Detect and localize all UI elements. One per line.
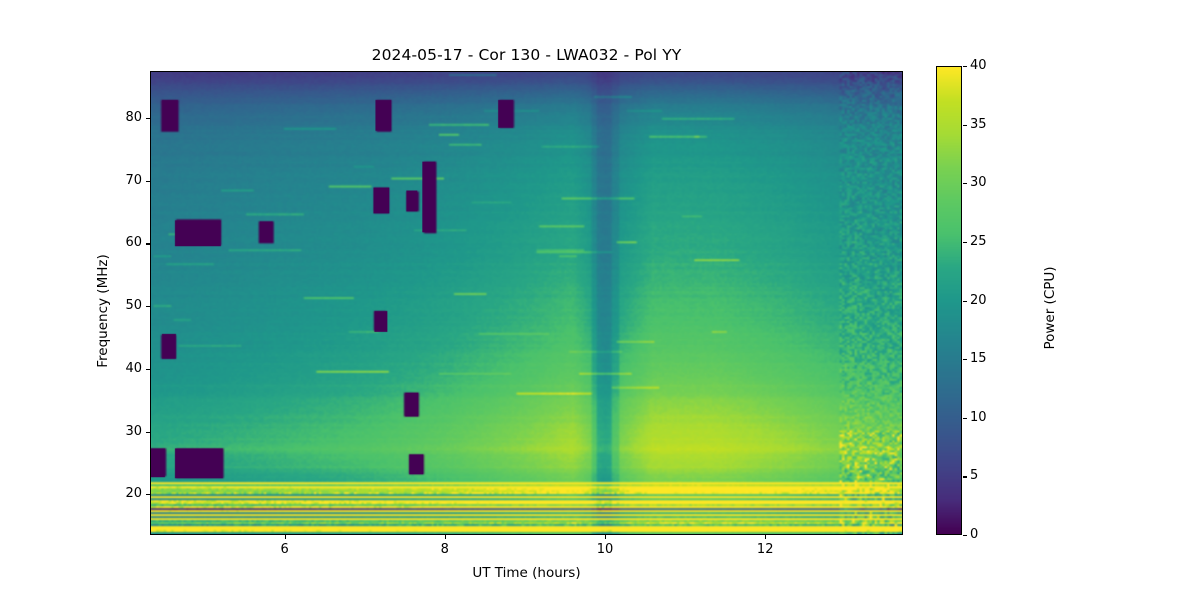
waterfall-heatmap	[151, 72, 902, 534]
colorbar-tick-label: 0	[970, 527, 979, 542]
y-tick-mark	[146, 431, 150, 433]
y-tick-mark	[146, 243, 150, 245]
y-tick-mark	[146, 306, 150, 308]
x-tick-label: 6	[280, 542, 289, 557]
colorbar-tick-label: 10	[970, 409, 987, 425]
colorbar-tick-mark	[963, 359, 967, 361]
colorbar-gradient	[937, 67, 961, 534]
colorbar-tick-label: 35	[970, 116, 987, 132]
waterfall-image	[151, 72, 902, 534]
x-tick-label: 8	[440, 542, 449, 557]
y-tick-label: 60	[125, 235, 142, 251]
x-tick-mark	[765, 535, 767, 539]
colorbar-tick-mark	[963, 535, 967, 537]
colorbar-tick-mark	[963, 300, 967, 302]
y-tick-mark	[146, 494, 150, 496]
colorbar-tick-mark	[963, 476, 967, 478]
colorbar-tick-label: 40	[970, 58, 987, 73]
colorbar-tick-label: 30	[970, 175, 987, 191]
x-tick-mark	[284, 535, 286, 539]
x-tick-label: 12	[756, 542, 774, 557]
y-tick-label: 50	[125, 298, 142, 314]
colorbar-tick-mark	[963, 241, 967, 244]
page-title: 2024-05-17 - Cor 130 - LWA032 - Pol YY	[371, 46, 682, 64]
colorbar-tick-label: 5	[970, 468, 979, 484]
y-tick-mark	[146, 180, 150, 182]
colorbar-label: Power (CPU)	[1042, 266, 1058, 350]
colorbar-tick-label: 25	[970, 233, 987, 249]
colorbar-tick-mark	[963, 183, 967, 185]
x-tick-label: 10	[596, 542, 614, 557]
y-tick-label: 20	[125, 486, 142, 502]
y-tick-mark	[146, 368, 150, 371]
y-tick-label: 70	[125, 172, 142, 188]
x-tick-mark	[605, 535, 607, 539]
colorbar-tick-label: 20	[970, 292, 987, 308]
x-tick-mark	[444, 535, 446, 539]
y-tick-mark	[146, 118, 150, 120]
y-tick-label: 30	[125, 423, 142, 439]
colorbar-tick-mark	[963, 124, 967, 126]
colorbar-tick-mark	[963, 417, 967, 419]
spectrogram-axes[interactable]	[150, 71, 903, 535]
x-axis-label: UT Time (hours)	[472, 565, 581, 581]
y-tick-label: 80	[125, 110, 142, 126]
colorbar-tick-mark	[963, 66, 967, 68]
colorbar-tick-label: 15	[970, 351, 987, 367]
y-tick-label: 40	[125, 360, 142, 376]
colorbar[interactable]	[936, 66, 962, 535]
